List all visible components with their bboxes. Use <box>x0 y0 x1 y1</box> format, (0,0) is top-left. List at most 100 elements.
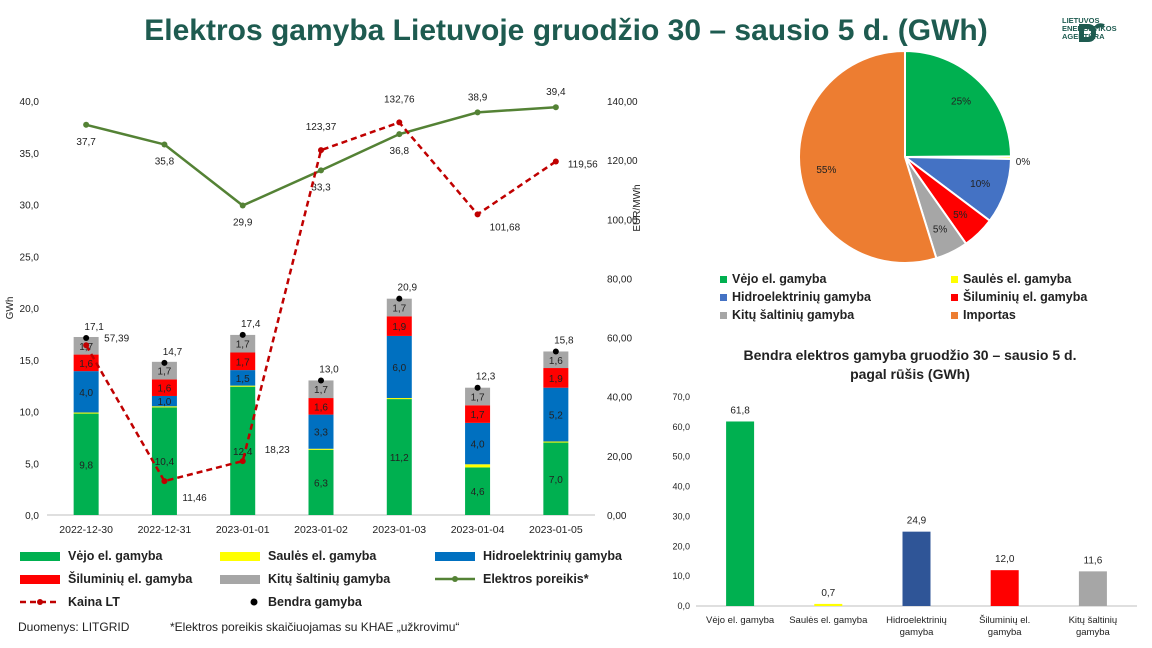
price-point <box>83 342 90 349</box>
y2-axis-label: EUR/MWh <box>632 184 643 231</box>
pie-legend-item-saules-el-gamyba: Saulės el. gamyba <box>951 272 1071 286</box>
bar-segment-siluminiu-el-gamyba <box>386 316 412 336</box>
legend-item-hidroelektriniu-gamyba: Hidroelektrinių gamyba <box>433 549 622 563</box>
price-point <box>239 458 246 465</box>
demand-point <box>83 121 90 128</box>
y-tick-label: 30,0 <box>20 201 40 212</box>
y-tick-label: 30,0 <box>672 511 690 521</box>
legend-swatch <box>20 575 60 584</box>
bar-segment-vejo-el-gamyba <box>543 442 569 515</box>
bar-segment-vejo-el-gamyba <box>465 467 491 515</box>
total-label: 17,1 <box>84 322 104 333</box>
footer-note: *Elektros poreikis skaičiuojamas su KHAE… <box>170 620 460 634</box>
price-label: 101,68 <box>490 222 521 233</box>
y2-tick-label: 80,00 <box>607 274 632 285</box>
demand-point <box>318 167 324 174</box>
demand-point <box>552 104 559 111</box>
price-point <box>396 119 403 126</box>
price-label: 119,56 <box>568 159 598 170</box>
y2-tick-label: 60,00 <box>607 334 632 345</box>
y-tick-label: 20,0 <box>672 541 690 551</box>
footer-source: Duomenys: LITGRID <box>18 620 130 634</box>
total-label: 13,0 <box>319 364 339 375</box>
bar-segment-label: 1,6 <box>314 402 328 413</box>
bar-segment-saules-el-gamyba <box>543 441 569 443</box>
y2-tick-label: 140,00 <box>607 97 638 108</box>
pie-slice-vejo-el-gamyba <box>904 49 1013 159</box>
bar-segment-label: 5,2 <box>549 411 563 422</box>
legend-swatch <box>20 552 60 561</box>
y-tick-label: 25,0 <box>20 252 40 263</box>
y2-tick-label: 100,00 <box>607 215 638 226</box>
bar-value-label: 24,9 <box>907 516 927 527</box>
legend-label: Saulės el. gamyba <box>963 272 1072 286</box>
price-label: 123,37 <box>306 122 337 133</box>
legend-swatch <box>20 599 60 605</box>
bar-segment-hidroelektriniu-gamyba <box>308 414 334 449</box>
price-point <box>552 158 559 165</box>
bar-segment-siluminiu-el-gamyba <box>465 405 491 423</box>
demand-label: 29,9 <box>233 218 253 229</box>
logo-line-3: AGENTŪRA <box>1062 32 1105 41</box>
total-point <box>83 335 90 342</box>
x-tick-label: Vėjo el. gamyba <box>706 615 775 626</box>
total-label: 14,7 <box>163 347 183 358</box>
legend-swatch <box>435 552 475 561</box>
legend-item-vejo-el-gamyba: Vėjo el. gamyba <box>18 549 162 563</box>
bar-chart-by-type: 0,0 10,0 20,0 30,0 40,0 50,0 60,0 70,0 61,8 Vėjo … <box>672 392 1137 638</box>
bar-segment-label: 7,0 <box>549 475 563 486</box>
pie-legend-item-importas: Importas <box>951 308 1016 322</box>
bar-segment-label: 1,7 <box>314 385 328 396</box>
logo-text: LIETUVOS ENERGETIKOS AGENTŪRA <box>1062 17 1117 41</box>
y2-tick-label: 0,00 <box>607 511 627 522</box>
total-point <box>239 331 246 338</box>
total-point <box>396 295 403 302</box>
y-tick-label: 10,0 <box>20 408 40 419</box>
x-tick-label: 2022-12-30 <box>59 524 113 536</box>
bar-chart-title: Bendra elektros gamyba gruodžio 30 – sau… <box>690 346 1130 384</box>
y-tick-label: 40,0 <box>20 97 40 108</box>
x-tick-label: 2023-01-04 <box>451 524 505 536</box>
bar-segment-label: 1,7 <box>392 303 406 314</box>
bar-segment-siluminiu-el-gamyba <box>151 379 177 396</box>
pie-slice-label: 5% <box>933 224 948 235</box>
legend-label: Vėjo el. gamyba <box>732 272 827 286</box>
bar-value-label: 12,0 <box>995 554 1015 565</box>
x-tick-label: gamyba <box>1076 627 1111 638</box>
price-label: 11,46 <box>182 493 207 504</box>
pie-legend-item-hidroelektriniu-gamyba: Hidroelektrinių gamyba <box>720 290 871 304</box>
bar-segment-label: 6,3 <box>314 478 328 489</box>
demand-label: 37,7 <box>76 137 96 148</box>
bar-segment-label: 9,8 <box>79 460 93 471</box>
bar-segment-label: 12,4 <box>233 447 253 458</box>
legend-swatch <box>951 293 958 301</box>
x-tick-label: 2023-01-05 <box>529 524 583 536</box>
pie-legend-item-kitu-saltiniu-gamyba: Kitų šaltinių gamyba <box>720 308 854 322</box>
legend-label: Šiluminių el. gamyba <box>68 572 193 586</box>
legend-label: Importas <box>963 308 1016 322</box>
bar-segment-vejo-el-gamyba <box>151 407 177 515</box>
price-label: 18,23 <box>265 445 290 456</box>
legend-label: Kitų šaltinių gamyba <box>268 572 391 586</box>
y-tick-label: 15,0 <box>20 356 40 367</box>
pie-slice-label: 0% <box>1016 157 1031 168</box>
y2-tick-label: 20,00 <box>607 452 632 463</box>
demand-point <box>239 202 246 209</box>
demand-point <box>396 131 403 138</box>
bar-segment-label: 3,3 <box>314 428 328 439</box>
demand-point <box>474 109 481 116</box>
bar-vejo-el-gamyba <box>726 421 755 606</box>
y-tick-label: 5,0 <box>25 459 39 470</box>
legend-swatch <box>435 576 475 582</box>
price-point <box>161 478 168 485</box>
x-tick-label: Kitų šaltinių <box>1069 615 1118 626</box>
bar-segment-saules-el-gamyba <box>151 406 177 408</box>
bar-segment-kitu-saltiniu-gamyba <box>230 334 256 353</box>
y-axis-label: GWh <box>5 297 16 320</box>
x-tick-label: 2023-01-03 <box>372 524 426 536</box>
bar-segment-hidroelektriniu-gamyba <box>543 387 569 442</box>
y2-tick-label: 120,00 <box>607 156 638 167</box>
bar-segment-hidroelektriniu-gamyba <box>230 370 256 386</box>
bar-segment-kitu-saltiniu-gamyba <box>386 298 412 317</box>
bar-segment-label: 1,0 <box>157 397 171 408</box>
